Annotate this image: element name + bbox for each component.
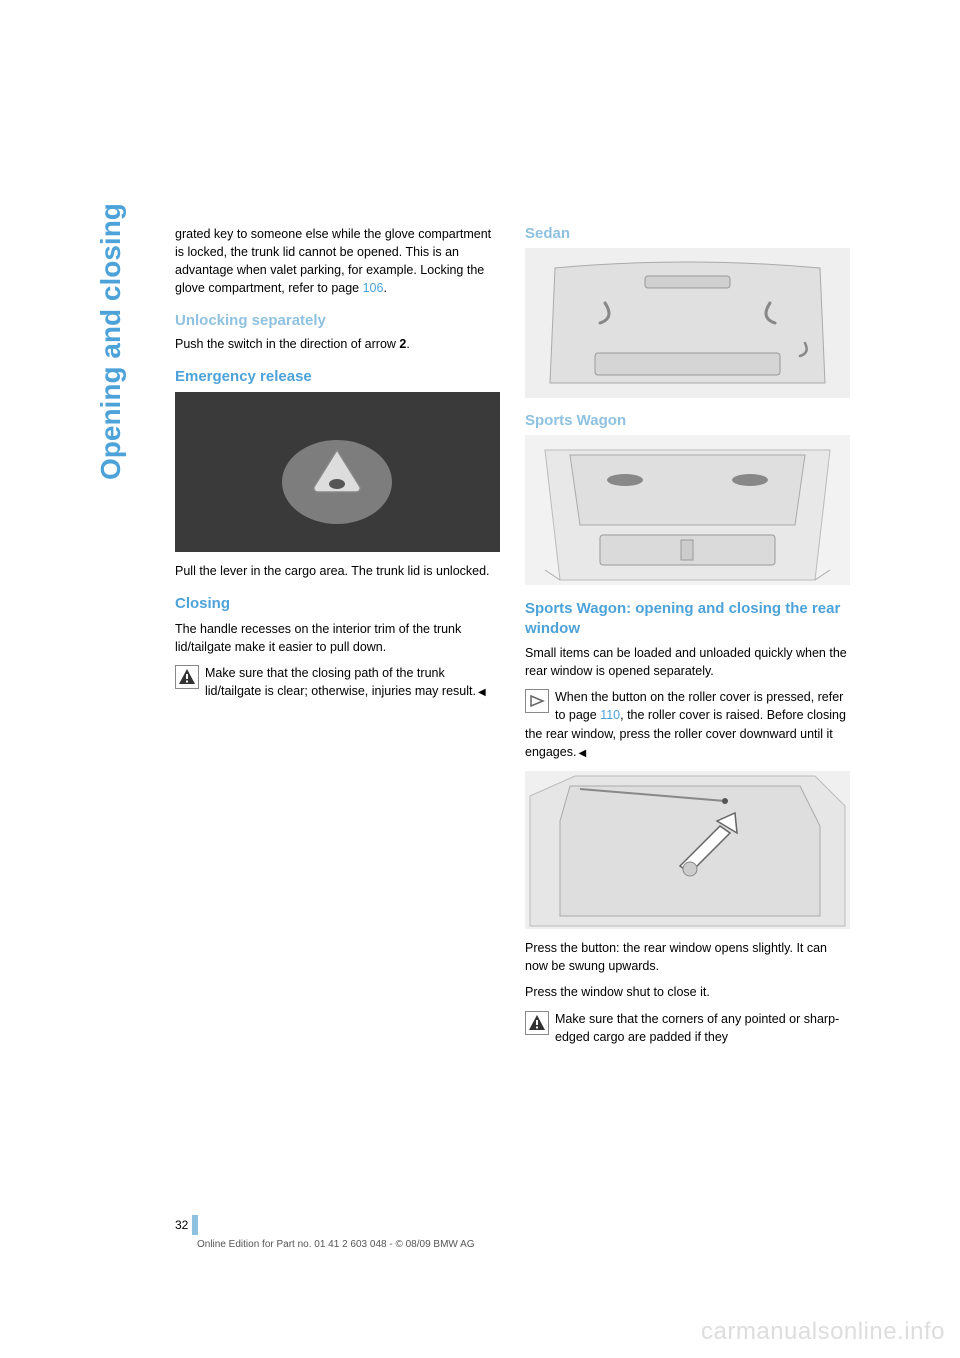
warning-icon [175,665,199,689]
section-title-vertical: Opening and closing [95,203,127,480]
warning-icon [525,1011,549,1035]
final-warning-text: Make sure that the corners of any pointe… [555,1012,839,1044]
page-bar [192,1215,198,1235]
intro-end: . [383,281,386,295]
emergency-text: Pull the lever in the cargo area. The tr… [175,562,500,580]
page-number: 32 [175,1218,192,1232]
closing-heading: Closing [175,594,500,614]
info-icon [525,689,549,713]
unlock-post: . [406,337,409,351]
unlocking-text: Push the switch in the direction of arro… [175,335,500,353]
page-link-106[interactable]: 106 [363,281,384,295]
page-link-110[interactable]: 110 [600,708,620,722]
unlock-pre: Push the switch in the direction of arro… [175,337,399,351]
left-column: grated key to someone else while the glo… [175,225,500,1054]
unlocking-heading: Unlocking separately [175,312,500,329]
wagon-figure [525,435,850,585]
closing-warning-text: Make sure that the closing path of the t… [205,666,486,698]
sedan-figure [525,248,850,398]
emergency-release-figure [175,392,500,552]
closing-warning-block: Make sure that the closing path of the t… [175,664,500,701]
rear-window-figure [525,771,850,929]
wagon-window-heading: Sports Wagon: opening and closing the re… [525,599,850,638]
emergency-heading: Emergency release [175,367,500,387]
intro-text: grated key to someone else while the glo… [175,227,491,295]
button-text-2: Press the window shut to close it. [525,983,850,1001]
intro-paragraph: grated key to someone else while the glo… [175,225,500,298]
watermark: carmanualsonline.info [701,1318,945,1346]
sedan-heading: Sedan [525,225,850,242]
wagon-heading: Sports Wagon [525,412,850,429]
content-area: grated key to someone else while the glo… [175,225,855,1054]
final-warning-block: Make sure that the corners of any pointe… [525,1010,850,1046]
info-block: When the button on the roller cover is p… [525,688,850,761]
closing-text: The handle recesses on the interior trim… [175,620,500,656]
footer-text: Online Edition for Part no. 01 41 2 603 … [197,1239,475,1250]
button-text-1: Press the button: the rear window opens … [525,939,850,975]
page-number-row: 32 [175,1215,855,1232]
wagon-window-text: Small items can be loaded and unloaded q… [525,644,850,680]
right-column: Sedan Sports Wagon [525,225,850,1054]
